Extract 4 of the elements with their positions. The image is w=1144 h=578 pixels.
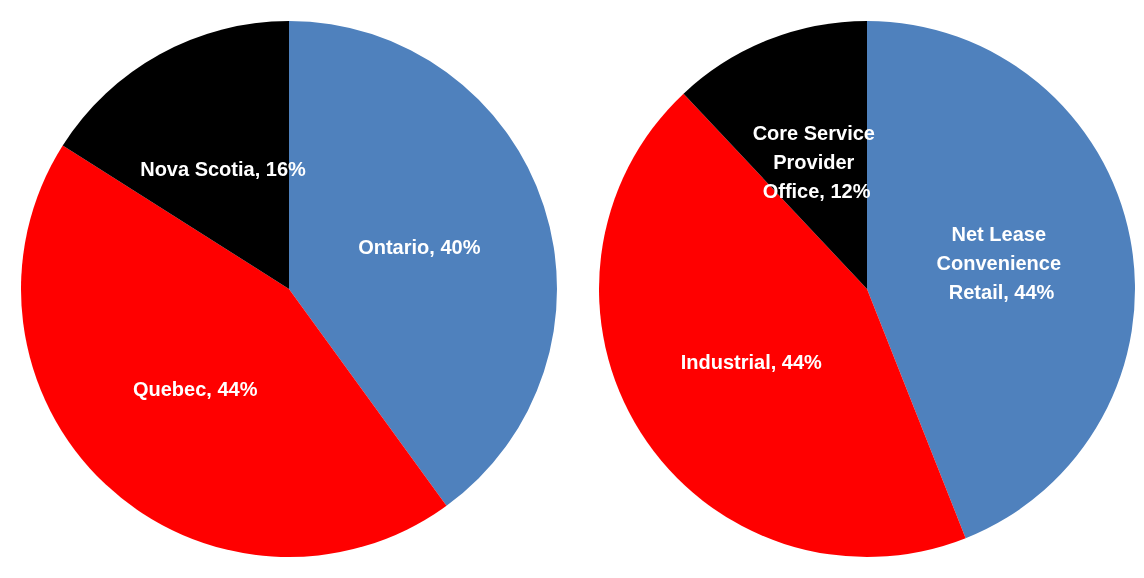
slice-label: Ontario, 40% bbox=[358, 235, 481, 258]
slice-label: Quebec, 44% bbox=[132, 377, 258, 400]
slice-label: Industrial, 44% bbox=[680, 351, 823, 374]
slice-label: Net Lease Convenience Retail, 44% bbox=[936, 223, 1067, 304]
